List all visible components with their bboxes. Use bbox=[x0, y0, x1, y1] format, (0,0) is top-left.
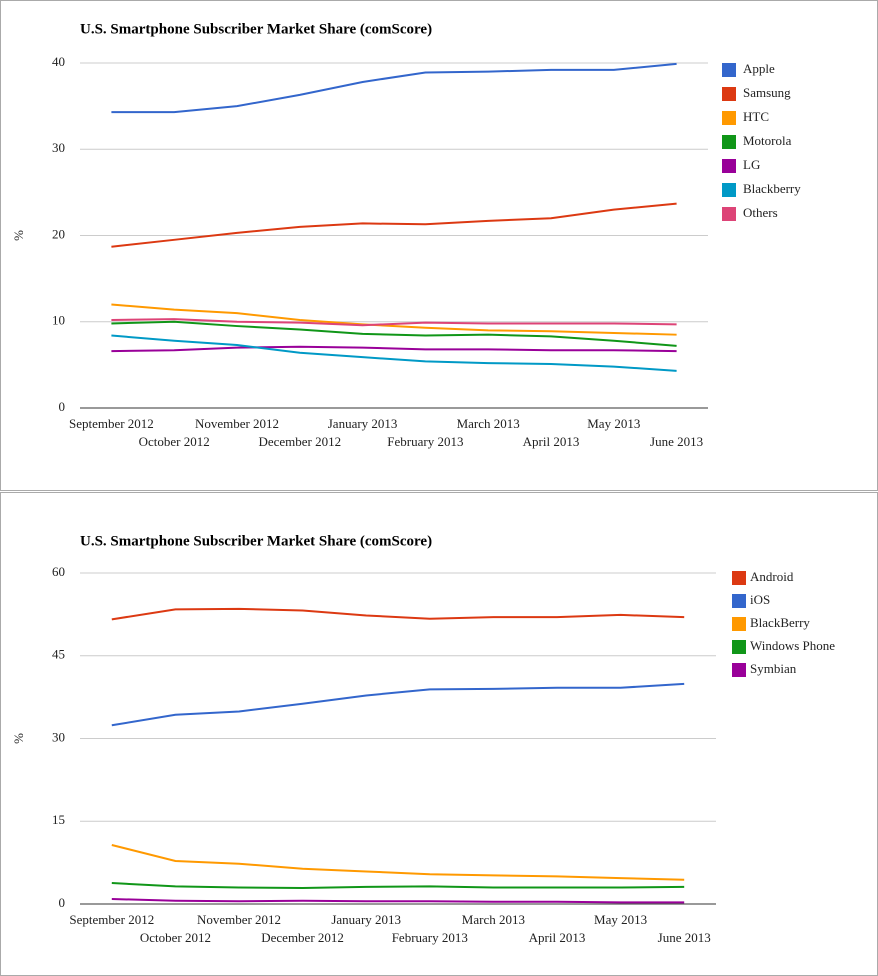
x-tick-label: November 2012 bbox=[197, 912, 281, 927]
x-tick-label: October 2012 bbox=[140, 930, 211, 945]
series-line bbox=[111, 303, 677, 336]
legend-label: Symbian bbox=[750, 661, 797, 676]
x-tick-label: December 2012 bbox=[261, 930, 344, 945]
y-tick-label: 60 bbox=[52, 564, 65, 579]
y-tick-label: 15 bbox=[52, 812, 65, 827]
legend-swatch bbox=[722, 111, 736, 125]
legend-label: Samsung bbox=[743, 85, 791, 100]
x-tick-label: January 2013 bbox=[328, 416, 398, 431]
legend-label: BlackBerry bbox=[750, 615, 810, 630]
x-tick-label: March 2013 bbox=[462, 912, 525, 927]
x-tick-label: September 2012 bbox=[69, 416, 154, 431]
y-tick-label: 30 bbox=[52, 729, 65, 744]
y-tick-label: 30 bbox=[52, 140, 65, 155]
x-tick-label: March 2013 bbox=[457, 416, 520, 431]
series-line bbox=[111, 318, 677, 327]
series-line bbox=[111, 320, 677, 347]
legend-swatch bbox=[732, 640, 746, 654]
series-line bbox=[111, 345, 677, 353]
series-line bbox=[111, 844, 685, 881]
x-tick-label: October 2012 bbox=[139, 434, 210, 449]
legend-label: Apple bbox=[743, 61, 775, 76]
x-tick-label: April 2013 bbox=[529, 930, 586, 945]
legend-swatch bbox=[722, 87, 736, 101]
legend-swatch bbox=[722, 135, 736, 149]
legend-swatch bbox=[732, 594, 746, 608]
legend-label: iOS bbox=[750, 592, 770, 607]
legend-label: Android bbox=[750, 569, 794, 584]
legend-label: Windows Phone bbox=[750, 638, 835, 653]
legend-label: Motorola bbox=[743, 133, 792, 148]
series-line bbox=[111, 898, 685, 904]
legend-swatch bbox=[732, 617, 746, 631]
chart-title: U.S. Smartphone Subscriber Market Share … bbox=[80, 21, 432, 37]
series-line bbox=[111, 607, 685, 621]
series-line bbox=[111, 202, 677, 248]
x-tick-label: April 2013 bbox=[523, 434, 580, 449]
legend-label: HTC bbox=[743, 109, 769, 124]
x-tick-label: February 2013 bbox=[392, 930, 468, 945]
y-axis-label: % bbox=[11, 733, 26, 744]
series-line bbox=[111, 334, 677, 372]
legend-swatch bbox=[722, 159, 736, 173]
legend-swatch bbox=[732, 571, 746, 585]
chart-title: U.S. Smartphone Subscriber Market Share … bbox=[80, 533, 432, 549]
y-tick-label: 40 bbox=[52, 54, 65, 69]
legend-label: Others bbox=[743, 205, 778, 220]
legend-swatch bbox=[732, 663, 746, 677]
legend-swatch bbox=[722, 207, 736, 221]
series-line bbox=[111, 62, 677, 114]
y-tick-label: 0 bbox=[59, 399, 66, 414]
x-tick-label: June 2013 bbox=[658, 930, 711, 945]
x-tick-label: September 2012 bbox=[69, 912, 154, 927]
panel bbox=[0, 492, 878, 976]
legend-label: LG bbox=[743, 157, 760, 172]
x-tick-label: May 2013 bbox=[587, 416, 640, 431]
y-tick-label: 45 bbox=[52, 647, 65, 662]
legend-swatch bbox=[722, 63, 736, 77]
y-tick-label: 10 bbox=[52, 313, 65, 328]
panel bbox=[0, 0, 878, 491]
x-tick-label: May 2013 bbox=[594, 912, 647, 927]
series-line bbox=[111, 882, 685, 890]
y-axis-label: % bbox=[11, 230, 26, 241]
y-tick-label: 0 bbox=[59, 895, 66, 910]
x-tick-label: January 2013 bbox=[331, 912, 401, 927]
series-line bbox=[111, 682, 685, 727]
x-tick-label: June 2013 bbox=[650, 434, 703, 449]
x-tick-label: November 2012 bbox=[195, 416, 279, 431]
x-tick-label: December 2012 bbox=[258, 434, 341, 449]
legend-label: Blackberry bbox=[743, 181, 801, 196]
y-tick-label: 20 bbox=[52, 226, 65, 241]
x-tick-label: February 2013 bbox=[387, 434, 463, 449]
legend-swatch bbox=[722, 183, 736, 197]
